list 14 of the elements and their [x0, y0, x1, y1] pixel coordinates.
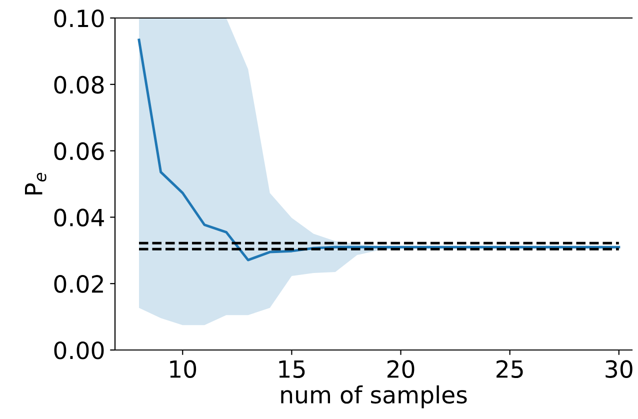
y-tick-label: 0.10 [54, 9, 104, 28]
x-tick-label: 15 [279, 360, 305, 378]
y-tick-label: 0.02 [54, 275, 103, 293]
x-axis-title: num of samples [281, 385, 467, 408]
y-tick-label: 0.04 [54, 208, 104, 227]
y-tick-label: 0.06 [54, 142, 104, 160]
y-axis-title: P$_{e}$ [25, 172, 46, 194]
y-tick-label: 0.00 [54, 341, 104, 360]
x-tick-label: 25 [496, 360, 523, 378]
x-tick-label: 30 [606, 360, 632, 378]
x-tick-label: 20 [387, 360, 414, 378]
y-tick-label: 0.08 [54, 76, 104, 94]
line-series [138, 38, 620, 262]
x-tick-label: 10 [170, 360, 196, 378]
